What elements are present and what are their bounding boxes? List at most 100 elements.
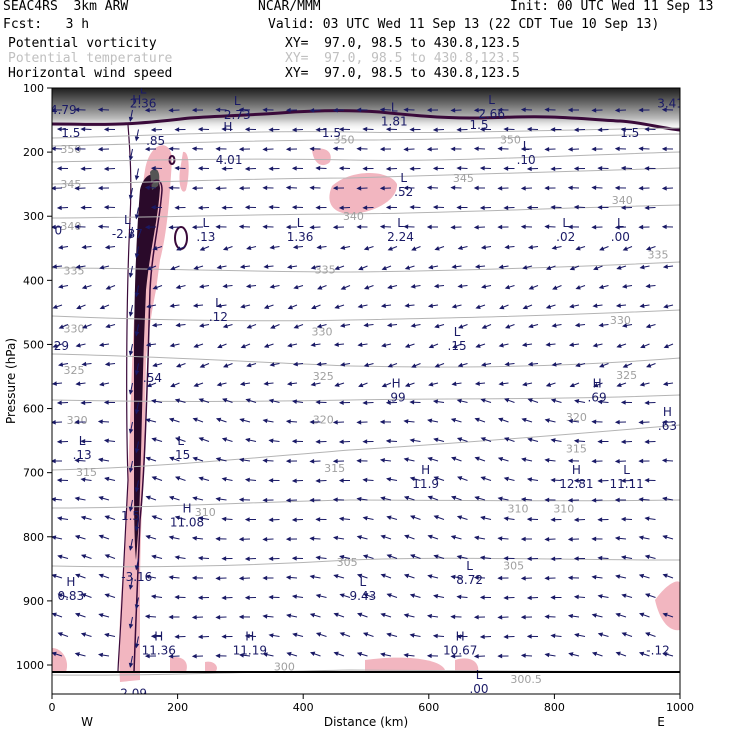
wind-arrowhead [426,146,432,152]
extremum-value: 1.5 [469,118,488,132]
wind-arrowhead [426,653,432,659]
wind-arrowhead [193,343,199,348]
wind-arrowhead [574,399,580,404]
extremum-mark: H [421,463,430,477]
wind-arrowhead [238,107,244,113]
wind-arrowhead [176,246,182,251]
wind-arrowhead [197,166,203,171]
wind-arrowhead [128,350,134,356]
wind-arrowhead [638,146,644,152]
wind-arrowhead [452,343,458,349]
variable-theta-xy: XY= 97.0, 98.5 to 430.8,123.5 [285,51,520,66]
wind-arrowhead [451,381,457,387]
wind-arrowhead [593,382,599,388]
wind-arrowhead [244,127,250,132]
wind-arrowhead [504,398,510,403]
wind-arrowhead [645,632,651,637]
wind-arrowhead [310,342,316,348]
wind-arrowhead [309,497,315,503]
variable-wind-name: Horizontal wind speed [8,66,173,81]
wind-arrowhead [574,632,580,638]
wind-arrowhead [80,632,87,637]
wind-arrowhead [168,107,174,113]
wind-arrowhead [428,382,434,387]
wind-arrowhead [105,285,111,290]
wind-arrowhead [238,457,245,463]
wind-arrowhead [244,166,250,172]
wind-arrowhead [191,224,197,230]
wind-arrowhead [134,643,140,649]
wind-arrowhead [98,342,105,348]
wind-arrowhead [644,516,650,521]
wind-arrowhead [661,224,667,230]
wind-arrowhead [567,613,574,619]
wind-arrowhead [427,534,433,540]
y-tick-label: 800 [23,531,44,544]
wind-arrowhead [592,303,598,308]
wind-arrowhead [620,516,626,522]
wind-arrowhead [593,265,599,271]
wind-arrowhead [104,361,110,367]
wind-arrowhead [522,381,528,387]
extremum-value: .99 [387,390,406,404]
wind-arrowhead [615,574,621,579]
wind-arrowhead [81,593,87,598]
wind-arrowhead [544,457,550,463]
wind-arrowhead [244,477,250,483]
wind-arrowhead [427,574,433,579]
wind-arrowhead [567,224,573,230]
wind-arrowhead [174,205,180,210]
wind-arrowhead [356,458,362,464]
wind-arrowhead [622,246,628,251]
theta-label: 350 [60,143,81,156]
wind-arrowhead [638,107,644,113]
wind-arrowhead [403,185,409,191]
wind-arrowhead [332,185,338,191]
theta-label: 340 [612,194,633,207]
theta-label: 325 [313,370,334,383]
wind-arrowhead [644,439,650,445]
wind-arrowhead [597,205,603,210]
wind-arrowhead [262,147,268,152]
wind-arrowhead [262,614,268,619]
wind-arrowhead [638,420,644,425]
wind-arrowhead [552,285,558,290]
wind-arrowhead [174,476,181,481]
wind-arrowhead [474,496,480,501]
wind-arrowhead [450,146,456,152]
theta-label: 330 [63,322,84,335]
wind-arrowhead [169,456,175,462]
wind-arrowhead [434,363,440,368]
wind-arrowhead [286,264,293,270]
wind-arrowhead [98,573,104,579]
wind-arrowhead [615,303,621,308]
wind-arrowhead [150,594,157,599]
wind-arrowhead [238,652,244,658]
wind-arrowhead [614,458,620,464]
extremum-value: .13 [73,448,92,462]
wind-arrowhead [614,185,620,191]
wind-arrowhead [503,437,510,442]
extremum-value: 2.36 [130,97,157,111]
wind-arrowhead [504,244,510,250]
wind-arrowhead [404,343,411,348]
wind-arrowhead [432,127,438,133]
wind-arrowhead [128,467,134,473]
wind-arrowhead [497,536,503,541]
wind-arrowhead [56,516,63,521]
extremum-value: 0 [54,224,62,238]
wind-arrowhead [81,244,87,250]
wind-arrowhead [97,146,103,152]
wind-arrowhead [362,477,368,483]
wind-arrowhead [291,204,297,210]
wind-arrowhead [128,155,134,161]
wind-arrowhead [456,398,462,404]
wind-arrowhead [80,205,86,210]
wind-arrowhead [134,526,140,532]
wind-arrowhead [497,496,503,502]
wind-arrowhead [134,448,140,454]
wind-arrowhead [380,573,386,579]
wind-arrowhead [262,536,268,542]
wind-arrowhead [479,127,485,132]
wind-arrowhead [473,653,479,659]
